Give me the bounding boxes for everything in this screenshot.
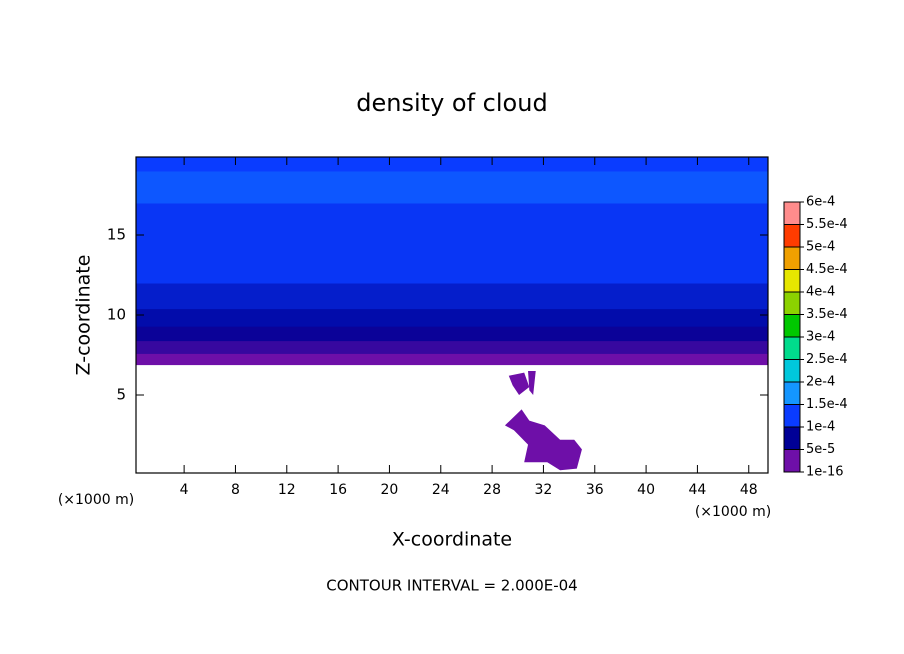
colorbar-label: 5e-5 <box>806 442 835 457</box>
x-tick-label: 28 <box>483 482 501 498</box>
colorbar-label: 2e-4 <box>806 375 835 390</box>
contour-band <box>136 340 768 354</box>
colorbar-label: 5.5e-4 <box>806 217 848 232</box>
colorbar-box <box>783 404 801 428</box>
colorbar-label: 3.5e-4 <box>806 307 848 322</box>
contour-patch <box>508 372 530 395</box>
contour-patch <box>528 371 536 395</box>
colorbar-label: 6e-4 <box>806 195 835 210</box>
x-tick-label: 40 <box>637 482 655 498</box>
colorbar-box <box>783 426 801 450</box>
colorbar-box <box>783 359 801 383</box>
colorbar-label: 1e-4 <box>806 420 835 435</box>
x-tick-label: 16 <box>329 482 347 498</box>
colorbar-box <box>783 336 801 360</box>
contour-band <box>136 283 768 310</box>
colorbar-label: 4e-4 <box>806 285 835 300</box>
colorbar-box <box>783 449 801 473</box>
contour-band <box>136 353 768 366</box>
y-tick-label: 5 <box>116 386 126 404</box>
colorbar-label: 1e-16 <box>806 465 844 480</box>
contour-band <box>136 308 768 327</box>
x-axis-label: X-coordinate <box>392 529 512 551</box>
x-unit-label: (×1000 m) <box>695 504 771 520</box>
contour-band <box>136 203 768 284</box>
x-tick-label: 32 <box>535 482 553 498</box>
colorbar-box <box>783 314 801 338</box>
x-tick-label: 12 <box>278 482 296 498</box>
x-tick-label: 20 <box>381 482 399 498</box>
y-unit-label: (×1000 m) <box>58 492 134 508</box>
colorbar-box <box>783 291 801 315</box>
colorbar-box <box>783 201 801 225</box>
colorbar-box <box>783 224 801 248</box>
y-tick-label: 15 <box>107 226 126 244</box>
annotation: CONTOUR INTERVAL = 2.000E-04 <box>326 577 577 595</box>
colorbar-label: 1.5e-4 <box>806 397 848 412</box>
plot-area <box>136 157 768 471</box>
colorbar-label: 4.5e-4 <box>806 262 848 277</box>
x-tick-label: 24 <box>432 482 450 498</box>
colorbar-box <box>783 381 801 405</box>
contour-band <box>136 157 768 172</box>
contour-band <box>136 171 768 204</box>
colorbar-label: 5e-4 <box>806 240 835 255</box>
colorbar-label: 3e-4 <box>806 330 835 345</box>
x-tick-label: 48 <box>740 482 758 498</box>
chart-title: density of cloud <box>356 89 547 117</box>
x-tick-label: 4 <box>180 482 189 498</box>
contour-patch <box>504 409 582 471</box>
colorbar-box <box>783 246 801 270</box>
colorbar-label: 2.5e-4 <box>806 352 848 367</box>
y-axis-label: Z-coordinate <box>73 255 95 376</box>
contour-band <box>136 326 768 342</box>
x-tick-label: 8 <box>231 482 240 498</box>
colorbar-box <box>783 269 801 293</box>
x-tick-label: 44 <box>689 482 707 498</box>
x-tick-label: 36 <box>586 482 604 498</box>
y-tick-label: 10 <box>107 306 126 324</box>
